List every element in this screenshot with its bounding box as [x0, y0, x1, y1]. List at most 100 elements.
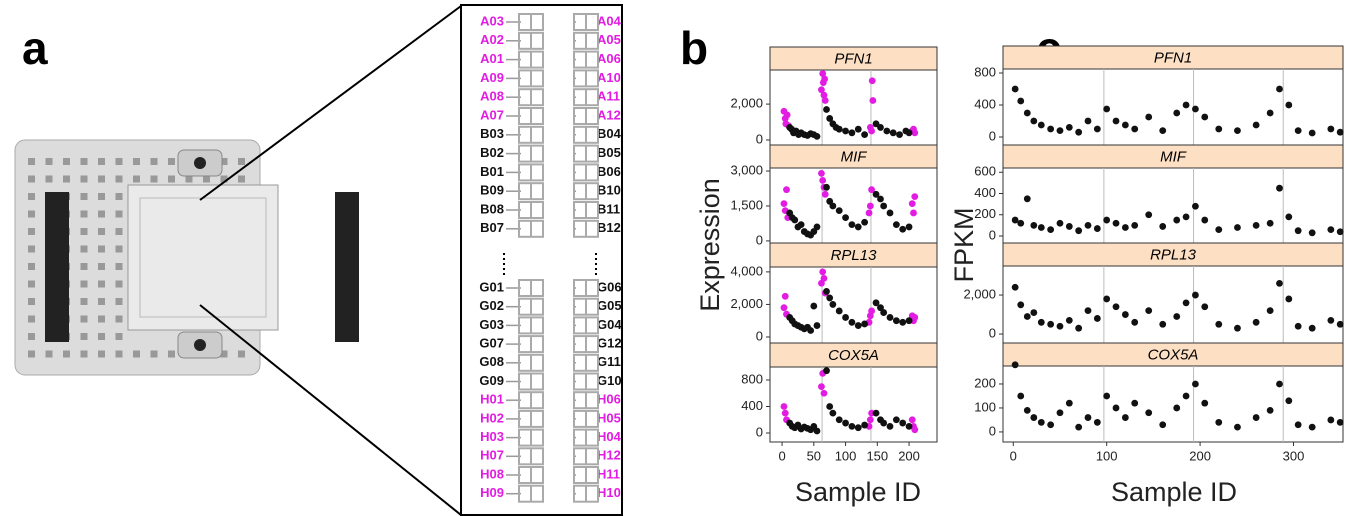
chip-well: [98, 333, 105, 340]
chip-label: A02: [480, 32, 504, 47]
point: [1145, 113, 1153, 121]
point: [1056, 322, 1064, 330]
y-tick-label: 200: [974, 375, 996, 390]
point: [1030, 414, 1038, 421]
chip-well: [150, 158, 158, 165]
chip-well: [115, 333, 123, 340]
point: [1011, 283, 1019, 291]
point: [1182, 299, 1190, 307]
strip-title: COX5A: [1148, 346, 1199, 363]
chip-well: [28, 245, 35, 253]
point: [781, 409, 789, 417]
point: [1103, 295, 1111, 303]
x-tick-label: 200: [1189, 448, 1211, 463]
point: [848, 221, 856, 228]
point: [1266, 219, 1274, 227]
chip-label: B02: [480, 145, 504, 160]
y-tick-label: 100: [974, 399, 996, 414]
chip-well: [80, 175, 88, 183]
point: [1112, 219, 1120, 227]
chip-well: [98, 280, 105, 288]
chip-well: [98, 298, 105, 305]
point: [911, 193, 919, 201]
point: [1159, 223, 1167, 230]
point: [905, 422, 913, 430]
point: [1047, 320, 1055, 328]
point: [826, 403, 834, 410]
point: [1056, 219, 1064, 227]
point: [1075, 128, 1083, 136]
chip-well: [115, 175, 123, 183]
chip-well: [185, 175, 193, 183]
point: [835, 207, 843, 215]
chip-well: [80, 333, 88, 340]
chip-well: [28, 210, 35, 218]
chip-well: [80, 193, 88, 200]
x-tick-label: 0: [1010, 448, 1017, 463]
point: [892, 317, 900, 325]
point: [1159, 320, 1167, 328]
point: [896, 131, 903, 138]
chip-well: [133, 175, 140, 183]
x-tick-label: 100: [835, 448, 857, 463]
point: [886, 209, 894, 217]
point: [1121, 311, 1129, 318]
point: [886, 422, 894, 430]
point: [1276, 85, 1283, 93]
point: [1037, 318, 1045, 326]
y-tick-label: 400: [974, 96, 996, 111]
chip-well: [80, 210, 88, 218]
chip-well: [28, 228, 35, 235]
chip-label: H08: [480, 466, 504, 481]
chip-well: [80, 245, 88, 253]
point: [835, 416, 843, 424]
chip-label: B07: [480, 220, 504, 235]
chip-well: [28, 280, 35, 288]
point: [1037, 224, 1045, 231]
point: [1182, 392, 1190, 400]
point: [1182, 213, 1190, 221]
point: [823, 106, 830, 113]
y-tick-label: 800: [974, 64, 996, 79]
point: [1075, 227, 1083, 235]
chip-label: B06: [597, 164, 621, 179]
point: [1173, 313, 1181, 320]
point: [1285, 213, 1293, 221]
point: [1173, 216, 1181, 224]
point: [1327, 416, 1335, 424]
y-tick-label: 400: [741, 398, 763, 413]
point: [1084, 221, 1092, 229]
point: [1011, 361, 1019, 369]
chip-well: [115, 263, 123, 270]
y-tick-label: 0: [989, 423, 996, 438]
strip-title: MIF: [1160, 148, 1187, 165]
chip-label: B09: [480, 183, 504, 198]
y-tick-label: 0: [756, 424, 763, 439]
x-tick-label: 100: [1096, 448, 1118, 463]
chip-label: A06: [597, 51, 621, 66]
point: [783, 186, 790, 194]
strip-title: RPL13: [1150, 246, 1197, 263]
point: [1215, 320, 1223, 328]
point: [1294, 322, 1302, 330]
chip-label: B01: [480, 164, 504, 179]
point: [821, 190, 829, 198]
point: [854, 223, 862, 231]
chip-well: [28, 175, 35, 183]
point: [861, 218, 869, 226]
point: [865, 209, 873, 217]
point: [1075, 324, 1083, 332]
point: [908, 200, 916, 208]
chip-strip: [335, 192, 359, 342]
chip-label: G11: [597, 354, 621, 369]
chip-well: [28, 350, 35, 358]
chip-photo: [14, 139, 359, 376]
chip-well: [115, 298, 123, 305]
point: [1276, 184, 1283, 192]
point: [1252, 221, 1260, 229]
chip-label: A04: [597, 13, 622, 28]
point: [1056, 409, 1064, 417]
chip-label: A03: [480, 13, 504, 28]
x-tick-label: 300: [1283, 448, 1305, 463]
strip-title: PFN1: [834, 50, 872, 67]
